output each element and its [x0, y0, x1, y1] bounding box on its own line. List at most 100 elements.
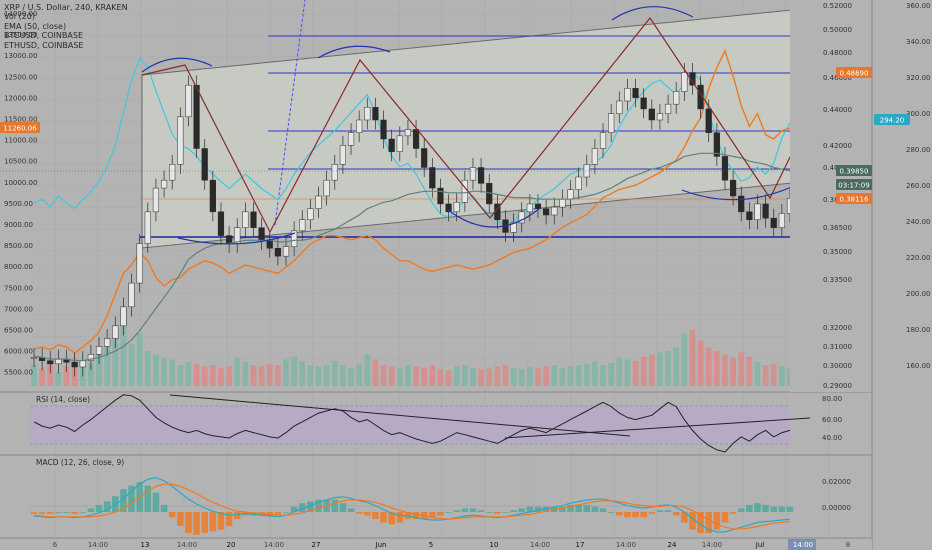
volume-bar [348, 367, 354, 386]
macd-hist-bar [664, 510, 672, 512]
macd-hist-bar [778, 506, 786, 512]
left-axis-tick: 9000.00 [4, 221, 33, 229]
candle-body [608, 113, 615, 133]
zigzag-pattern[interactable] [141, 16, 841, 234]
candle-body [120, 306, 127, 327]
macd-hist-bar [38, 512, 46, 514]
legend-eth[interactable]: ETHUSD, COINBASE [4, 40, 84, 50]
macd-hist-bar [689, 512, 696, 530]
macd-hist-bar [575, 504, 582, 512]
macd-hist-bar [754, 503, 761, 512]
candle-body [323, 179, 330, 197]
left-axis-tick: 7000.00 [4, 305, 33, 313]
volume-bar [169, 359, 176, 386]
candle-body [291, 230, 298, 247]
candle-body [469, 167, 477, 181]
time-axis[interactable]: 6 14:00 13 14:00 20 14:00 27 Jun 5 10 14:00 17 14:00… [0, 537, 872, 550]
macd-tick-high: 0.02000 [822, 478, 851, 486]
volume-bar [437, 369, 444, 386]
volume-bar [266, 363, 273, 386]
main-pane[interactable]: 0.786(0.49615)0.618(0.46600)0.382(0.4255… [0, 0, 873, 386]
candle-body [104, 338, 111, 347]
right-axis-tick: 0.48000 [823, 49, 852, 57]
macd-hist-bar [217, 512, 225, 530]
rsi-trendline-down[interactable] [169, 394, 631, 437]
x-axis-tick: 24 [668, 541, 677, 549]
macd-hist-bar [315, 499, 322, 512]
macd-pane[interactable] [0, 454, 872, 535]
volume-bar [624, 359, 631, 386]
volume-bar [657, 352, 663, 386]
dashed-trend-line[interactable] [274, 0, 306, 226]
rsi-pane[interactable] [0, 391, 872, 453]
volume-bar [648, 354, 655, 386]
macd-signal-line [33, 483, 791, 530]
candle-body [160, 179, 168, 189]
volume-bar [405, 365, 411, 386]
rsi-trendline-up[interactable] [504, 417, 811, 439]
x-axis-tick: 20 [227, 541, 236, 549]
volume-bar [307, 365, 314, 386]
macd-hist-bar [461, 508, 469, 512]
far-axis-tick: 180.00 [906, 326, 931, 334]
left-axis-tick: 11000.00 [4, 137, 37, 145]
legend-btc[interactable]: BTCUSD, COINBASE [4, 31, 83, 41]
macd-hist-bar [485, 512, 493, 513]
candle-body [128, 282, 135, 308]
macd-hist-bar [656, 510, 664, 512]
right-axis-tick: 0.33500 [823, 276, 852, 284]
volume-bar [144, 351, 151, 386]
candle-body [388, 138, 395, 152]
macd-hist-bar [193, 512, 200, 535]
left-axis-tick: 6500.00 [4, 327, 33, 335]
left-axis-tick: 13000.00 [4, 52, 37, 60]
far-right-price-axis[interactable]: 360.00 340.00 320.00 300.00 280.00 260.00 240.… [871, 0, 932, 550]
macd-hist-bar [152, 492, 160, 512]
volume-bar [592, 361, 598, 386]
legend-symbol[interactable]: XRP / U.S. Dollar, 240, KRAKEN [4, 3, 128, 12]
volume-bar [120, 326, 127, 386]
candle-body [201, 148, 208, 181]
candle-body [266, 240, 273, 249]
candle-body [95, 346, 103, 355]
macd-hist-bar [250, 512, 257, 516]
candle-body [79, 360, 86, 368]
x-axis-tick: 14:00 [88, 541, 108, 549]
volume-bar [697, 340, 704, 386]
macd-hist-bar [160, 504, 168, 512]
macd-hist-bar [63, 512, 70, 513]
candle-body [226, 235, 233, 244]
legend-volume[interactable]: Vol (20) [4, 12, 35, 22]
candle-body [730, 179, 737, 197]
candle-body [746, 211, 753, 220]
volume-bar [754, 361, 761, 386]
volume-bar [291, 356, 297, 386]
macd-hist-bar [388, 512, 395, 525]
candle-body [624, 88, 631, 102]
candle-body [599, 132, 607, 149]
legend-ema[interactable]: EMA (50, close) [4, 21, 67, 31]
volume-bar [746, 356, 753, 386]
macd-hist-bar [526, 506, 534, 512]
macd-hist-bar [364, 512, 371, 516]
macd-hist-bar [372, 512, 379, 520]
volume-bar [396, 368, 403, 386]
macd-hist-bar [583, 504, 591, 512]
left-price-axis[interactable]: 14000.00 13500.00 13000.00 12500.00 12000.00… [4, 10, 37, 377]
macd-hist-bar [177, 512, 184, 527]
volume-bar [543, 366, 549, 386]
macd-hist-bar [534, 506, 542, 512]
volume-bar [299, 361, 306, 386]
candle-body [421, 148, 428, 168]
macd-hist-bar [640, 512, 647, 518]
volume-bar [136, 333, 143, 386]
x-axis-tick: 14:00 [702, 541, 722, 549]
left-axis-tick: 14000.00 [4, 10, 37, 18]
candle-body [71, 362, 78, 368]
price-badges: 11260.06 0.48690 294.20 0.39850 03:17:09 0.38… [0, 67, 910, 204]
arc-bottom-1 [177, 232, 296, 245]
macd-hist-bar [445, 512, 452, 513]
volume-bar [161, 358, 167, 386]
macd-hist-bar [494, 512, 501, 514]
